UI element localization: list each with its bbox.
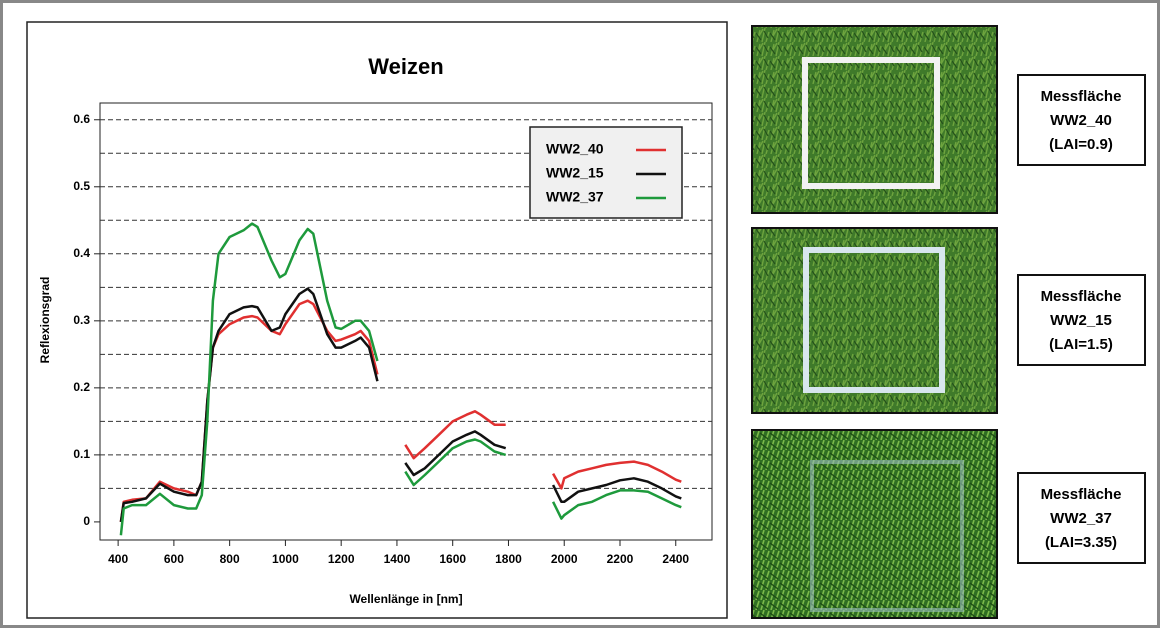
- y-tick-label: 0.5: [73, 179, 90, 193]
- y-tick-label: 0.1: [73, 447, 90, 461]
- x-tick-label: 1800: [495, 552, 522, 566]
- y-tick-label: 0.6: [73, 112, 90, 126]
- label-line: Messfläche: [1041, 486, 1122, 503]
- chart-title: Weizen: [368, 54, 443, 79]
- y-tick-label: 0: [83, 514, 90, 528]
- label-line: WW2_37: [1050, 510, 1112, 527]
- x-tick-label: 400: [108, 552, 128, 566]
- y-tick-label: 0.4: [73, 246, 90, 260]
- y-tick-label: 0.3: [73, 313, 90, 327]
- x-tick-label: 1400: [384, 552, 411, 566]
- x-tick-label: 2200: [607, 552, 634, 566]
- x-tick-label: 600: [164, 552, 184, 566]
- x-tick-label: 1000: [272, 552, 299, 566]
- label-line: (LAI=3.35): [1045, 534, 1117, 551]
- label-line: Messfläche: [1041, 288, 1122, 305]
- x-axis-label: Wellenlänge in [nm]: [349, 592, 462, 606]
- label-line: Messfläche: [1041, 88, 1122, 105]
- page: Weizen Wellenlänge in [nm] Reflexionsgra…: [0, 0, 1160, 628]
- label-line: WW2_40: [1050, 112, 1112, 129]
- label-line: (LAI=1.5): [1049, 336, 1113, 353]
- x-tick-label: 2400: [662, 552, 689, 566]
- label-line: (LAI=0.9): [1049, 136, 1113, 153]
- label-line: WW2_15: [1050, 312, 1112, 329]
- x-tick-label: 1600: [439, 552, 466, 566]
- x-tick-label: 2000: [551, 552, 578, 566]
- photo: [752, 228, 997, 413]
- figure: Weizen Wellenlänge in [nm] Reflexionsgra…: [0, 0, 1160, 628]
- x-tick-label: 1200: [328, 552, 355, 566]
- legend-label: WW2_40: [546, 141, 604, 157]
- x-tick-label: 800: [220, 552, 240, 566]
- y-tick-label: 0.2: [73, 380, 90, 394]
- legend-label: WW2_37: [546, 189, 604, 205]
- legend-label: WW2_15: [546, 165, 604, 181]
- chart-panel: [27, 22, 727, 618]
- y-axis-label: Reflexionsgrad: [38, 277, 52, 364]
- photos: [752, 26, 997, 618]
